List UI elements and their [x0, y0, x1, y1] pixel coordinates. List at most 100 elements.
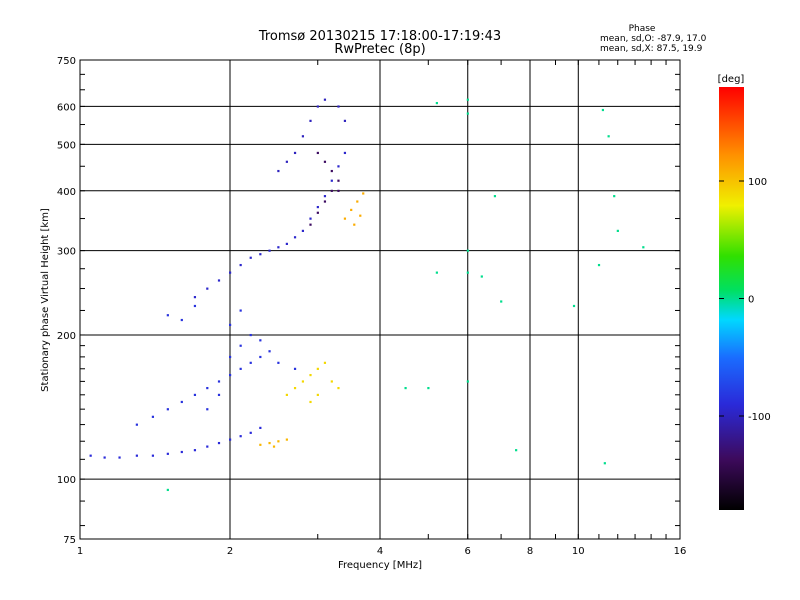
data-points — [89, 98, 645, 492]
data-point — [343, 119, 347, 122]
data-point — [466, 271, 469, 274]
data-point — [217, 380, 221, 383]
data-point — [601, 108, 605, 112]
phase-stats-o: mean, sd,O: -87.9, 17.0 — [600, 34, 707, 44]
data-point — [151, 454, 155, 457]
data-point — [293, 367, 297, 370]
data-point — [217, 441, 221, 445]
data-point — [323, 160, 327, 163]
data-point — [493, 195, 497, 198]
data-point — [272, 445, 276, 448]
y-tick-label: 500 — [57, 140, 76, 151]
data-point — [151, 415, 155, 418]
data-point — [239, 263, 242, 267]
data-point — [607, 135, 610, 138]
data-point — [330, 189, 333, 192]
data-point — [166, 408, 169, 411]
data-point — [301, 135, 305, 138]
data-point — [316, 105, 319, 108]
data-point — [239, 367, 242, 370]
data-point — [135, 454, 138, 457]
data-point — [118, 456, 121, 459]
data-point — [229, 373, 232, 377]
x-tick-label: 1 — [77, 546, 83, 557]
y-tick-label: 750 — [57, 56, 76, 67]
data-point — [293, 386, 297, 390]
data-point — [166, 488, 169, 492]
data-point — [330, 179, 333, 182]
data-point — [285, 438, 288, 441]
data-point — [435, 101, 438, 105]
y-tick-label: 200 — [57, 331, 76, 342]
data-point — [323, 98, 327, 101]
x-tick-label: 10 — [572, 546, 585, 557]
plot-frame — [79, 59, 681, 540]
data-point — [343, 217, 347, 220]
data-point — [135, 423, 138, 426]
axes: 1 2 4 6 8 10 16 75 100 200 300 400 500 600 750 — [57, 56, 686, 557]
data-point — [435, 271, 438, 274]
chart-subtitle: RwPretec (8p) — [334, 42, 425, 57]
data-point — [206, 445, 209, 448]
data-point — [323, 195, 327, 198]
data-point — [616, 229, 619, 232]
data-point — [337, 105, 340, 108]
data-point — [285, 160, 288, 163]
data-point — [316, 211, 319, 214]
data-point — [239, 435, 242, 438]
data-point — [103, 456, 106, 459]
data-point — [259, 355, 262, 359]
data-point — [466, 98, 469, 101]
data-point — [206, 386, 209, 390]
data-point — [193, 304, 197, 308]
data-point — [249, 361, 252, 364]
data-point — [229, 438, 232, 441]
data-point — [206, 287, 209, 290]
data-point — [515, 449, 518, 452]
y-tick-label: 600 — [57, 102, 76, 113]
data-point — [293, 151, 297, 155]
data-point — [323, 361, 327, 364]
data-point — [268, 441, 271, 445]
data-point — [229, 355, 232, 359]
data-point — [572, 304, 576, 308]
data-point — [249, 431, 252, 434]
data-point — [337, 189, 340, 192]
grid-lines — [80, 60, 680, 539]
data-point — [277, 246, 280, 249]
data-point — [337, 386, 340, 390]
data-point — [427, 386, 430, 390]
x-tick-label: 16 — [674, 546, 687, 557]
data-point — [268, 249, 271, 252]
data-point — [259, 443, 262, 446]
data-point — [350, 208, 353, 212]
data-point — [466, 380, 469, 383]
data-point — [166, 452, 169, 455]
data-point — [316, 151, 319, 155]
data-point — [217, 279, 221, 282]
data-point — [285, 242, 288, 245]
data-point — [301, 229, 305, 232]
data-point — [316, 393, 319, 397]
colorbar-tick-label: -100 — [748, 412, 771, 423]
y-tick-label: 100 — [57, 475, 76, 486]
data-point — [293, 236, 297, 239]
data-point — [206, 408, 209, 411]
x-tick-label: 4 — [377, 546, 383, 557]
colorbar-label: [deg] — [718, 74, 745, 85]
data-point — [613, 195, 616, 198]
data-point — [337, 179, 340, 182]
data-point — [466, 112, 469, 115]
data-point — [500, 300, 503, 303]
data-point — [285, 393, 288, 397]
x-tick-label: 6 — [465, 546, 471, 557]
data-point — [404, 386, 407, 390]
y-tick-label: 400 — [57, 187, 76, 198]
data-point — [359, 214, 362, 217]
colorbar-ticks: 100 0 -100 — [719, 177, 771, 423]
data-point — [330, 169, 333, 173]
data-point — [323, 200, 327, 203]
data-point — [356, 200, 359, 203]
data-point — [309, 400, 312, 404]
data-point — [316, 205, 319, 209]
